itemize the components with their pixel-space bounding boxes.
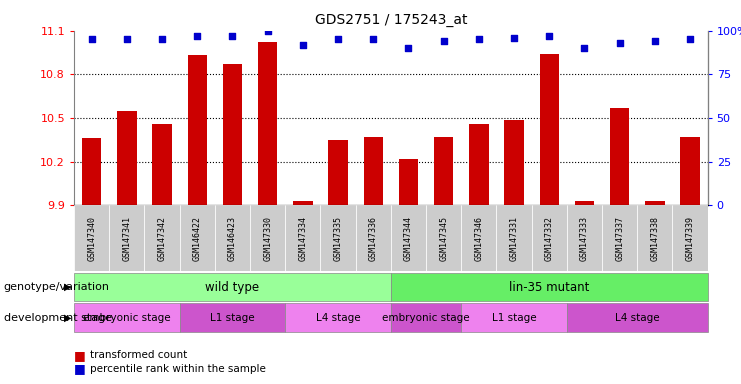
Point [227,33,239,39]
Text: development stage: development stage [4,313,112,323]
Bar [144,205,179,271]
Point [579,45,591,51]
Text: GSM147342: GSM147342 [158,215,167,261]
Text: GSM147339: GSM147339 [685,215,694,261]
Bar [399,159,418,205]
Text: GSM147341: GSM147341 [122,215,131,261]
Point [438,38,450,44]
Text: embryonic stage: embryonic stage [382,313,470,323]
Text: wild type: wild type [205,281,259,293]
Text: GSM147337: GSM147337 [615,215,624,261]
Point [86,36,98,43]
Text: GSM147346: GSM147346 [474,215,483,261]
Point [614,40,625,46]
Text: GSM147334: GSM147334 [299,215,308,261]
Bar [285,205,320,271]
Point [332,36,344,43]
Bar [602,205,637,271]
Text: GSM147332: GSM147332 [545,215,554,261]
Bar [575,201,594,205]
Text: lin-35 mutant: lin-35 mutant [509,281,589,293]
Text: GSM147336: GSM147336 [369,215,378,261]
Point [543,33,555,39]
Bar [567,205,602,271]
Text: GSM147345: GSM147345 [439,215,448,261]
Bar [426,205,461,271]
Bar [356,205,391,271]
Bar [215,205,250,271]
Text: ■: ■ [74,362,86,375]
Text: L4 stage: L4 stage [615,313,659,323]
Bar [320,205,356,271]
Text: ▶: ▶ [64,282,72,292]
Text: ■: ■ [74,349,86,362]
Point [262,28,273,34]
Bar [680,137,700,205]
Bar [179,205,215,271]
Bar [391,205,426,271]
Text: GSM147338: GSM147338 [651,215,659,261]
Bar [505,119,524,205]
Bar [74,205,110,271]
Text: GSM146422: GSM146422 [193,215,202,261]
Text: percentile rank within the sample: percentile rank within the sample [90,364,266,374]
Text: GSM147333: GSM147333 [580,215,589,261]
Bar [461,205,496,271]
Point [508,35,520,41]
Point [473,36,485,43]
Point [402,45,414,51]
Text: L1 stage: L1 stage [492,313,536,323]
Bar [153,124,172,205]
Bar [250,205,285,271]
Bar [610,108,629,205]
Point [368,36,379,43]
Bar [364,137,383,205]
Bar [258,42,277,205]
Bar [82,139,102,205]
Text: transformed count: transformed count [90,350,187,360]
Bar [223,64,242,205]
Bar [469,124,488,205]
Bar [637,205,673,271]
Bar [434,137,453,205]
Bar [496,205,532,271]
Point [191,33,203,39]
Bar [117,111,136,205]
Bar [187,55,207,205]
Text: GSM147335: GSM147335 [333,215,342,261]
Bar [539,54,559,205]
Text: GSM147330: GSM147330 [263,215,272,261]
Point [684,36,696,43]
Bar [645,201,665,205]
Text: genotype/variation: genotype/variation [4,282,110,292]
Text: GSM147331: GSM147331 [510,215,519,261]
Point [297,41,309,48]
Text: L1 stage: L1 stage [210,313,255,323]
Point [156,36,168,43]
Text: ▶: ▶ [64,313,72,323]
Bar [532,205,567,271]
Bar [673,205,708,271]
Text: embryonic stage: embryonic stage [83,313,170,323]
Point [649,38,661,44]
Bar [328,140,348,205]
Bar [293,201,313,205]
Text: GSM147340: GSM147340 [87,215,96,261]
Text: L4 stage: L4 stage [316,313,360,323]
Text: GSM146423: GSM146423 [228,215,237,261]
Title: GDS2751 / 175243_at: GDS2751 / 175243_at [315,13,467,27]
Bar [110,205,144,271]
Text: GSM147344: GSM147344 [404,215,413,261]
Point [121,36,133,43]
